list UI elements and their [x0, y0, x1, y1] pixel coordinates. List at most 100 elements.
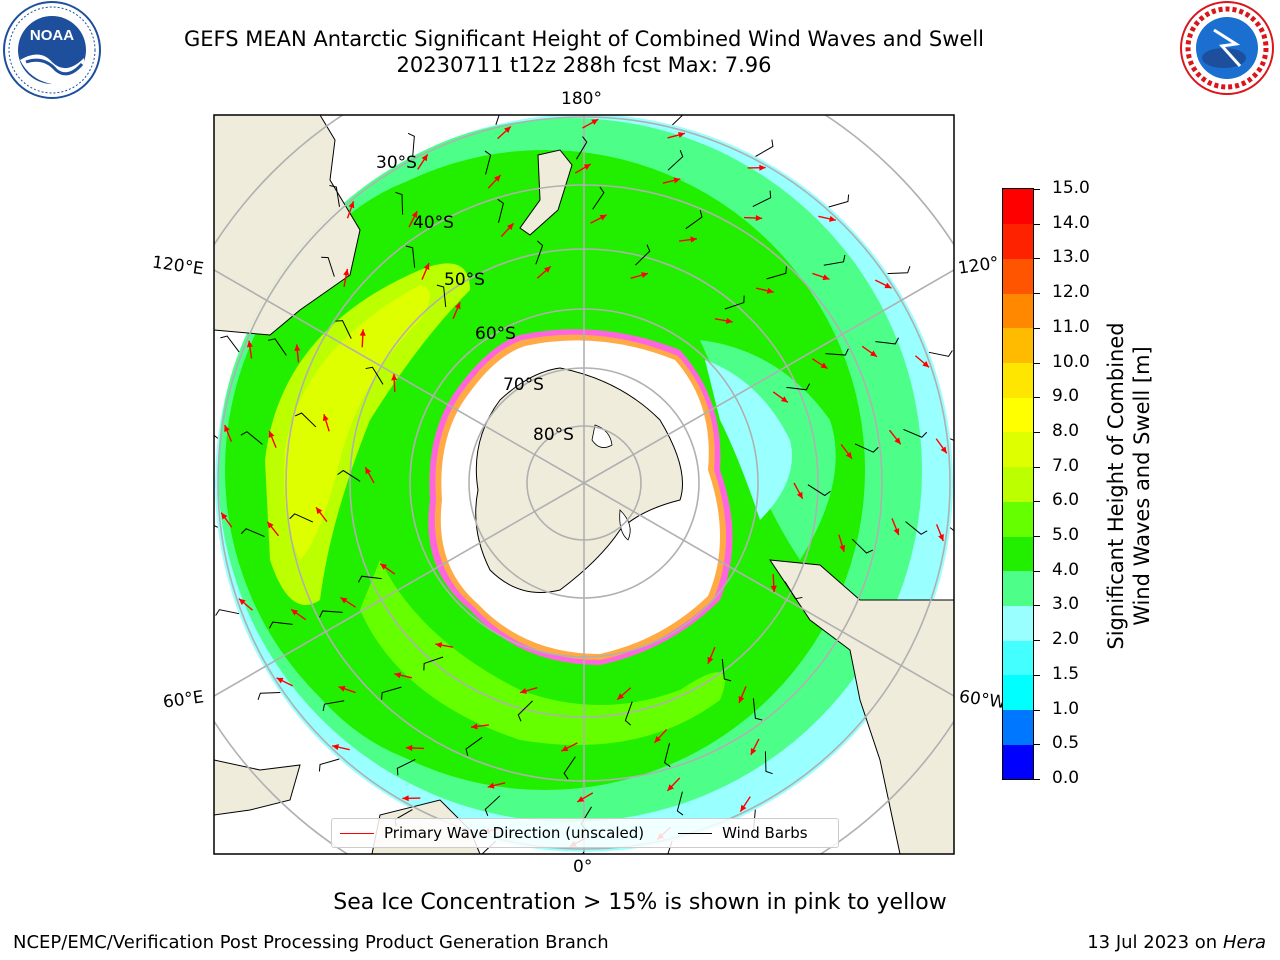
- graticule: [214, 115, 954, 854]
- sea-ice-note: Sea Ice Concentration > 15% is shown in …: [333, 890, 947, 915]
- wind-barb: [335, 320, 352, 339]
- wave-arrow-head: [380, 563, 388, 570]
- colorbar-tick: [1034, 744, 1040, 746]
- wave-arrow-head: [421, 154, 428, 162]
- footer-machine: Hera: [1222, 932, 1266, 953]
- colorbar-segment: [1003, 640, 1033, 676]
- wind-barb: [784, 581, 803, 600]
- colorbar-segment: [1003, 709, 1033, 745]
- wave-arrow-head: [519, 687, 527, 694]
- wave-arrow-head: [471, 723, 478, 730]
- chart-subtitle: 20230711 t12z 288h fcst Max: 7.96: [396, 53, 772, 77]
- colorbar-title-line1: Significant Height of Combined: [1104, 322, 1128, 650]
- wind-barb: [407, 132, 415, 157]
- wave-arrow-head: [487, 782, 495, 789]
- colorbar-tick: [1034, 709, 1040, 711]
- wave-arrow-head: [267, 521, 274, 529]
- map-legend: Primary Wave Direction (unscaled) Wind B…: [331, 818, 839, 848]
- wave-arrow-head: [402, 795, 409, 802]
- wave-arrow-head: [224, 424, 230, 432]
- wind-barb: [752, 698, 763, 721]
- lat-label-30s: 30°S: [376, 153, 417, 173]
- colorbar-tick-label: 15.0: [1052, 178, 1090, 198]
- svg-text:NOAA: NOAA: [30, 27, 74, 44]
- wind-barb: [928, 350, 953, 357]
- colorbar-segment: [1003, 223, 1033, 259]
- wind-barb: [329, 185, 340, 207]
- wind-barb: [825, 348, 849, 356]
- wave-arrow-head: [561, 745, 569, 752]
- wind-barb: [484, 795, 501, 817]
- wave-arrow-head: [750, 747, 757, 755]
- footer-credit: NCEP/EMC/Verification Post Processing Pr…: [13, 932, 609, 953]
- lon-label-180: 180°: [561, 89, 602, 109]
- wind-barb: [667, 149, 684, 171]
- colorbar-tick: [1034, 189, 1040, 190]
- colorbar-segment: [1003, 744, 1033, 780]
- wind-barb: [405, 245, 416, 268]
- wind-barb: [635, 244, 651, 266]
- wave-arrow-head: [922, 360, 930, 368]
- colorbar-tick: [1034, 327, 1040, 329]
- wind-barb: [685, 210, 703, 230]
- wave-arrow-head: [738, 695, 745, 703]
- colorbar-segment: [1003, 466, 1033, 502]
- wind-barb: [875, 337, 900, 345]
- colorbar-tick-label: 9.0: [1052, 386, 1080, 407]
- wind-barb: [357, 575, 382, 583]
- colorbar-tick-label: 6.0: [1052, 490, 1080, 511]
- colorbar-title: Significant Height of Combined Wind Wave…: [1103, 306, 1155, 666]
- colorbar-segment: [1003, 258, 1033, 294]
- colorbar-tick-label: 8.0: [1052, 420, 1080, 441]
- wind-barb: [423, 656, 444, 671]
- nws-logo: [1180, 1, 1274, 95]
- lat-label-80s: 80°S: [533, 425, 574, 445]
- wind-barb: [396, 759, 416, 776]
- wave-arrow-head: [870, 350, 877, 357]
- lat-label-70s: 70°S: [503, 375, 544, 395]
- wind-barb: [676, 791, 684, 816]
- colorbar-segment: [1003, 397, 1033, 433]
- lat-label-60s: 60°S: [475, 324, 516, 344]
- wave-arrow-head: [423, 263, 430, 271]
- colorbar: [1002, 188, 1034, 780]
- wave-arrow-head: [507, 223, 514, 230]
- wave-arrow-head: [435, 642, 443, 649]
- lat-label-40s: 40°S: [413, 213, 454, 233]
- wind-barb: [289, 513, 314, 523]
- wind-barb: [563, 756, 576, 780]
- wind-barb: [664, 743, 671, 768]
- wind-barb: [672, 115, 684, 126]
- colorbar-tick-label: 1.5: [1052, 663, 1080, 684]
- wind-barb: [823, 254, 846, 266]
- colorbar-tick: [1034, 431, 1040, 433]
- wave-arrow-head: [617, 693, 624, 700]
- wave-arrow-head: [796, 491, 803, 499]
- wave-arrow-head: [348, 201, 355, 209]
- wind-barb: [764, 751, 773, 775]
- wind-barb: [535, 240, 544, 265]
- lat-label-50s: 50°S: [444, 270, 485, 290]
- colorbar-tick-label: 3.0: [1052, 594, 1080, 615]
- colorbar-tick: [1034, 674, 1040, 676]
- wind-barb: [854, 443, 879, 453]
- wave-arrow-head: [391, 373, 398, 381]
- wind-barb: [365, 366, 384, 385]
- wave-direction-arrows: [220, 118, 948, 848]
- wave-arrow-head: [411, 211, 418, 219]
- colorbar-tick-label: 0.5: [1052, 733, 1080, 754]
- colorbar-tick-label: 11.0: [1052, 316, 1090, 337]
- wave-arrow-head: [294, 344, 301, 351]
- colorbar-tick: [1034, 466, 1040, 468]
- wind-barb: [268, 621, 293, 629]
- wave-arrow-head: [759, 164, 766, 171]
- wind-barb: [395, 191, 404, 215]
- wind-barb: [321, 256, 335, 277]
- wave-arrow-head: [599, 214, 607, 221]
- wind-barb: [752, 190, 772, 207]
- wind-barb: [905, 521, 928, 535]
- colorbar-tick: [1034, 362, 1040, 364]
- colorbar-tick: [1034, 570, 1040, 572]
- wave-arrow-head: [544, 266, 551, 273]
- colorbar-title-line2: Wind Waves and Swell [m]: [1130, 346, 1154, 626]
